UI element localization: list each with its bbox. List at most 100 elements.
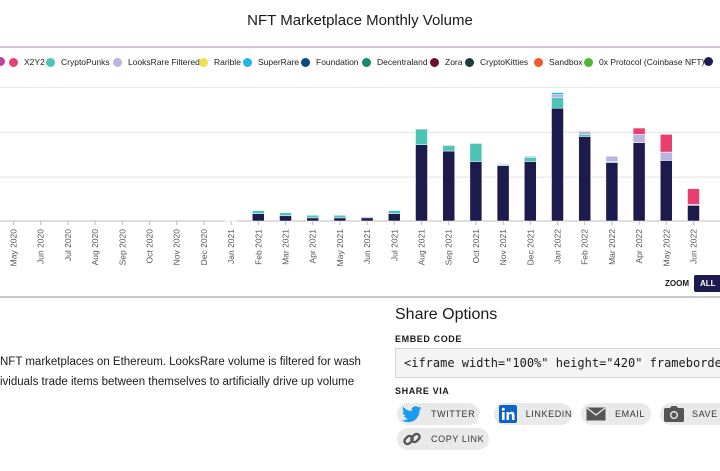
legend-item-partial[interactable] — [0, 57, 11, 66]
legend-item-foundation[interactable]: Foundation — [301, 57, 359, 67]
legend-swatch — [301, 57, 310, 67]
legend-item-sandbox[interactable]: Sandbox — [534, 57, 583, 67]
twitter-label: TWITTER — [431, 409, 476, 419]
bar-segment[interactable] — [360, 217, 374, 222]
twitter-icon — [401, 403, 423, 425]
bar-segment[interactable] — [605, 155, 619, 162]
bar-segment[interactable] — [333, 217, 347, 222]
linkedin-share-button[interactable]: LINKEDIN — [494, 403, 572, 425]
legend-swatch — [534, 57, 543, 67]
bar-segment[interactable] — [333, 215, 347, 219]
legend-label: Decentraland — [377, 57, 428, 67]
bar-segment[interactable] — [496, 163, 510, 165]
zoom-control: ZOOM ALL — [665, 275, 720, 292]
x-tick-label: Feb 2022 — [580, 229, 590, 265]
title-bar: NFT Marketplace Monthly Volume — [0, 0, 720, 48]
bar-segment[interactable] — [252, 210, 265, 214]
bar-segment[interactable] — [279, 215, 292, 222]
bar-segment[interactable] — [660, 134, 673, 153]
bar-segment[interactable] — [469, 161, 483, 222]
legend-label: X2Y2 — [24, 57, 45, 67]
bar-segment[interactable] — [551, 92, 564, 95]
bar-segment[interactable] — [551, 107, 564, 222]
email-share-button[interactable]: EMAIL — [581, 403, 651, 425]
linkedin-label: LINKEDIN — [525, 409, 572, 419]
bar-segment[interactable] — [660, 151, 673, 161]
bar-segment[interactable] — [442, 145, 455, 152]
bar-segment[interactable] — [306, 217, 319, 222]
legend-item-rarible[interactable]: Rarible — [199, 57, 241, 67]
legend-swatch — [243, 57, 252, 67]
bar-segment[interactable] — [442, 150, 455, 222]
bar-segment[interactable] — [660, 160, 673, 222]
legend-swatch — [584, 57, 593, 67]
bar-segment[interactable] — [687, 188, 700, 205]
bar-segment[interactable] — [388, 213, 401, 222]
legend-label: SuperRare — [258, 57, 300, 67]
bar-segment[interactable] — [578, 136, 591, 222]
x-tick-label: Feb 2021 — [253, 229, 263, 265]
bar-segment[interactable] — [578, 130, 591, 135]
bar-segment[interactable] — [469, 143, 483, 162]
bar-segment[interactable] — [469, 142, 483, 144]
share-options-heading: Share Options — [395, 306, 498, 323]
legend-item-zora[interactable]: Zora — [430, 57, 462, 67]
legend-swatch — [9, 57, 18, 67]
x-tick-label: Sep 2021 — [444, 229, 454, 266]
x-tick-label: Nov 2021 — [498, 229, 508, 266]
legend-item-cryptokitties[interactable]: CryptoKitties — [465, 57, 528, 67]
legend-label: LooksRare Filtered — [128, 57, 200, 67]
bar-segment[interactable] — [524, 161, 537, 222]
legend-item-superrare[interactable]: SuperRare — [243, 57, 299, 67]
legend-item-cryptopunks[interactable]: CryptoPunks — [46, 57, 110, 67]
twitter-share-button[interactable]: TWITTER — [397, 403, 479, 425]
bar-segment[interactable] — [524, 155, 537, 158]
bar-segment[interactable] — [551, 94, 564, 99]
legend-label: CryptoPunks — [61, 57, 110, 67]
legend-item-decentraland[interactable]: Decentraland — [362, 57, 428, 67]
bar-segment[interactable] — [687, 205, 700, 222]
x-tick-label: Sep 2020 — [117, 229, 127, 266]
zoom-label: ZOOM — [665, 279, 689, 288]
legend-item-opensea[interactable] — [704, 57, 719, 66]
x-tick-label: May 2022 — [661, 229, 671, 267]
bar-segment[interactable] — [306, 215, 319, 219]
bar-segment[interactable] — [578, 134, 591, 137]
bar-segment[interactable] — [442, 144, 455, 147]
legend-swatch — [199, 57, 208, 67]
x-tick-label: Jun 2020 — [36, 229, 46, 264]
bar-segment[interactable] — [224, 220, 238, 222]
x-tick-label: Jun 2021 — [362, 229, 372, 264]
share-via-label: SHARE VIA — [395, 386, 450, 396]
legend-item-looksrare[interactable]: LooksRare Filtered — [113, 57, 200, 67]
save-image-button[interactable]: SAVE IMAGE — [660, 403, 720, 425]
bar-segment[interactable] — [252, 213, 265, 222]
bar-segment[interactable] — [415, 144, 428, 222]
legend-label: Sandbox — [549, 57, 583, 67]
embed-code-field[interactable]: <iframe width="100%" height="420" frameb… — [395, 348, 720, 378]
legend-item-0x-protocol[interactable]: 0x Protocol (Coinbase NFT) — [584, 57, 704, 67]
camera-icon — [664, 403, 684, 425]
description-line-1: NFT marketplaces on Ethereum. LooksRare … — [0, 356, 361, 368]
x-tick-label: Apr 2022 — [634, 229, 644, 264]
x-tick-label: Oct 2020 — [145, 229, 155, 264]
x-tick-label: May 2021 — [335, 229, 345, 267]
bar-segment[interactable] — [496, 165, 510, 222]
bar-segment[interactable] — [551, 97, 564, 109]
x-tick-label: Jun 2022 — [689, 229, 699, 264]
copy-link-button[interactable]: COPY LINK — [397, 428, 489, 450]
bar-segment[interactable] — [524, 157, 537, 162]
bar-segment[interactable] — [415, 128, 428, 146]
legend-swatch — [704, 57, 713, 66]
legend-label: CryptoKitties — [480, 57, 529, 67]
bar-segment[interactable] — [632, 127, 646, 135]
bar-segment[interactable] — [605, 162, 619, 222]
legend-item-x2y2[interactable]: X2Y2 — [9, 57, 45, 67]
bar-segment[interactable] — [279, 212, 292, 217]
bar-segment[interactable] — [632, 134, 646, 143]
bar-segment[interactable] — [360, 216, 374, 219]
legend-swatch — [362, 57, 371, 67]
zoom-all-button[interactable]: ALL — [694, 275, 720, 292]
bar-segment[interactable] — [388, 210, 401, 214]
bar-segment[interactable] — [632, 142, 646, 222]
